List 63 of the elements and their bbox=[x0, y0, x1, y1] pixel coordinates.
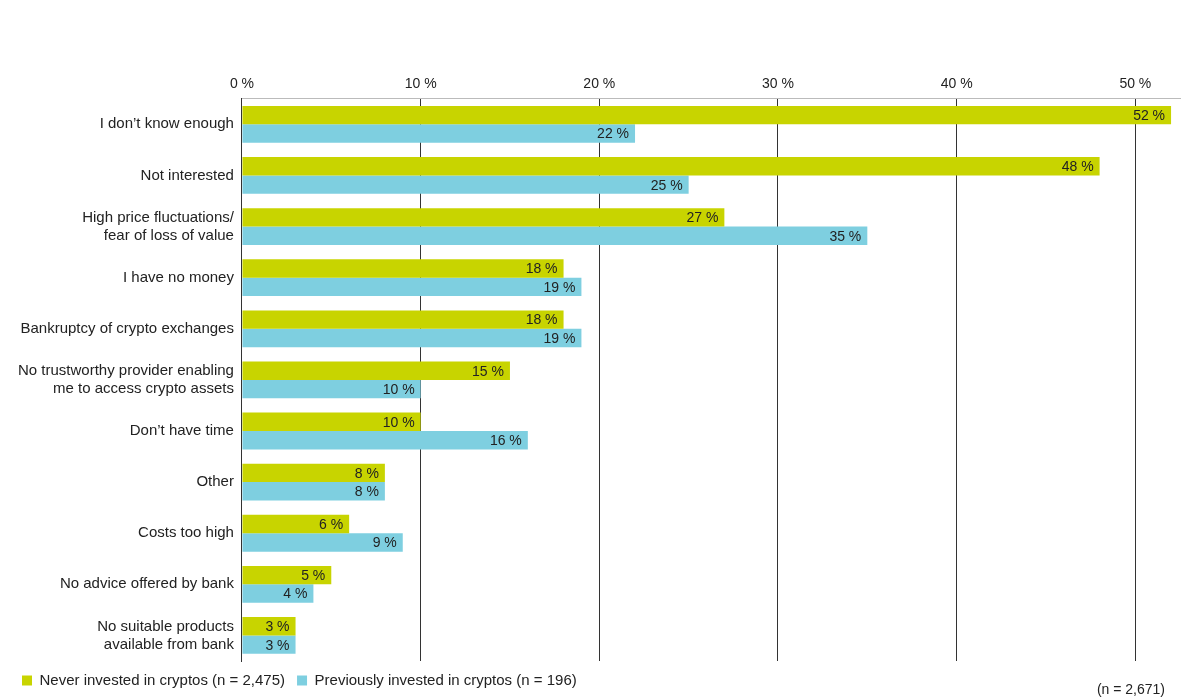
data-label: 4 % bbox=[283, 585, 308, 602]
y-tick-label: No advice offered by bank bbox=[59, 574, 235, 592]
bar bbox=[242, 310, 564, 329]
y-tick-label: Other bbox=[196, 472, 234, 490]
bar bbox=[242, 379, 421, 399]
bar bbox=[242, 208, 725, 227]
bar bbox=[242, 463, 385, 483]
data-label: 8 % bbox=[354, 483, 379, 500]
bar bbox=[242, 514, 350, 534]
data-label: 18 % bbox=[525, 311, 558, 328]
data-label: 5 % bbox=[301, 567, 326, 583]
data-label: 10 % bbox=[382, 380, 415, 397]
bar bbox=[242, 482, 385, 501]
data-label: 8 % bbox=[354, 464, 379, 481]
bar bbox=[242, 412, 421, 432]
x-tick-label: 30 % bbox=[762, 75, 794, 92]
bar bbox=[242, 565, 332, 585]
x-tick-label: 0 % bbox=[229, 75, 254, 92]
data-label: 48 % bbox=[1061, 158, 1094, 175]
y-tick-label: Don’t have time bbox=[129, 421, 234, 439]
data-label: 52 % bbox=[1133, 107, 1166, 124]
data-label: 19 % bbox=[543, 278, 576, 295]
data-label: 35 % bbox=[829, 227, 862, 244]
x-tick-label: 50 % bbox=[1119, 75, 1152, 92]
bar bbox=[242, 175, 689, 194]
bar bbox=[242, 124, 636, 143]
y-tick-label: No trustworthy provider enabling me to access crypto assets bbox=[17, 361, 234, 397]
data-label: 3 % bbox=[265, 618, 290, 635]
bar bbox=[242, 533, 403, 552]
data-label: 6 % bbox=[319, 515, 344, 532]
x-tick-label: 20 % bbox=[583, 75, 616, 92]
bar bbox=[242, 361, 510, 380]
data-label: 9 % bbox=[372, 534, 397, 551]
bar bbox=[242, 584, 314, 603]
y-tick-label: Costs too high bbox=[138, 523, 234, 541]
y-tick-label: I don’t know enough bbox=[99, 114, 234, 132]
y-tick-label: Not interested bbox=[140, 165, 234, 183]
bar bbox=[242, 259, 564, 278]
legend-label: Never invested in cryptos (n = 2,475) bbox=[39, 670, 286, 688]
data-label: 16 % bbox=[489, 432, 522, 449]
data-label: 19 % bbox=[543, 329, 576, 346]
data-label: 18 % bbox=[525, 260, 558, 277]
data-label: 25 % bbox=[650, 176, 683, 193]
y-tick-label: Bankruptcy of crypto exchanges bbox=[20, 318, 234, 336]
bar bbox=[242, 328, 582, 348]
x-tick-label: 40 % bbox=[940, 75, 973, 92]
data-label: 3 % bbox=[265, 636, 290, 653]
data-label: 22 % bbox=[597, 125, 630, 142]
bar bbox=[242, 635, 296, 654]
x-tick-label: 10 % bbox=[404, 75, 437, 92]
bar bbox=[242, 105, 1172, 125]
text: (n = 2,671) bbox=[1096, 681, 1165, 697]
bar bbox=[242, 226, 868, 245]
y-tick-label: High price fluctuations/ fear of loss of value bbox=[82, 207, 235, 243]
bar bbox=[242, 431, 528, 450]
bar bbox=[242, 157, 1100, 176]
y-tick-label: No suitable products available from bank bbox=[97, 616, 235, 652]
data-label: 27 % bbox=[686, 209, 719, 226]
legend-label: Previously invested in cryptos (n = 196) bbox=[314, 670, 577, 688]
data-label: 15 % bbox=[472, 362, 504, 379]
data-label: 10 % bbox=[382, 413, 415, 430]
bar bbox=[242, 277, 582, 297]
y-tick-label: I have no money bbox=[123, 267, 235, 285]
